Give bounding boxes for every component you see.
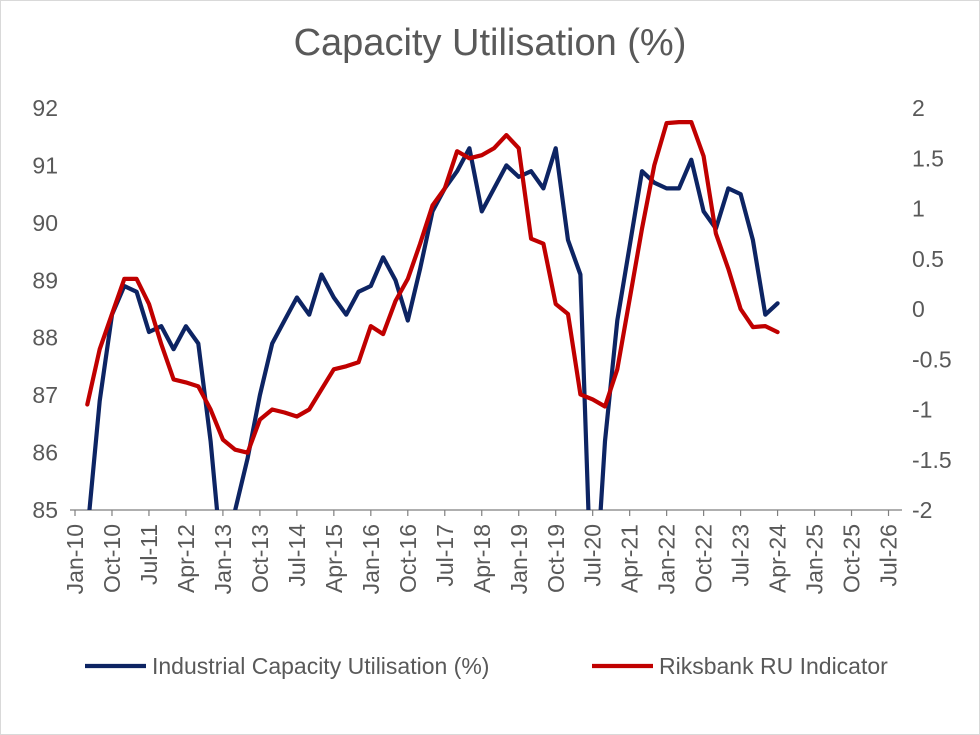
x-axis-tick-label: Jan-25: [802, 524, 828, 594]
right-axis-ticks: 2 1.5 1 0.5 0 -0.5 -1 -1.5 -2: [912, 95, 952, 523]
x-axis-tick-label: Jan-13: [210, 524, 236, 594]
left-axis-tick-label: 91: [32, 152, 58, 178]
x-axis-tick-label: Oct-19: [543, 524, 569, 593]
right-axis-tick-label: 2: [912, 95, 925, 121]
x-axis-tick-label: Apr-12: [173, 524, 199, 593]
right-axis-tick-label: -1.5: [912, 447, 952, 473]
left-axis-tick-label: 85: [32, 497, 58, 523]
legend: Industrial Capacity Utilisation (%) Riksb…: [85, 653, 888, 679]
x-axis-tick-label: Apr-21: [617, 524, 643, 593]
right-axis-tick-label: 1: [912, 196, 925, 222]
x-axis-tick-label: Apr-18: [469, 524, 495, 593]
x-axis-tick-label: Jan-19: [506, 524, 532, 594]
x-axis-tick-label: Jul-17: [432, 524, 458, 587]
left-axis-tick-label: 88: [32, 325, 58, 351]
right-axis-tick-label: 0.5: [912, 246, 944, 272]
x-axis-tick-label: Apr-24: [765, 524, 791, 593]
x-axis-ticks: Jan-10 Oct-10 Jul-11 Apr-12 Jan-13 Oct-13 Jul-…: [62, 510, 902, 594]
left-axis-tick-label: 89: [32, 267, 58, 293]
x-axis-tick-label: Oct-16: [395, 524, 421, 593]
x-axis-tick-label: Oct-22: [691, 524, 717, 593]
x-axis-tick-label: Jan-16: [358, 524, 384, 594]
legend-label-2: Riksbank RU Indicator: [659, 653, 888, 679]
x-axis-tick-label: Jul-23: [728, 524, 754, 587]
chart-title: Capacity Utilisation (%): [293, 22, 687, 64]
x-axis-tick-label: Jul-20: [580, 524, 606, 587]
x-axis-tick-label: Jul-14: [284, 524, 310, 587]
x-axis-tick-label: Apr-15: [321, 524, 347, 593]
right-axis-tick-label: 1.5: [912, 145, 944, 171]
left-axis-tick-label: 92: [32, 95, 58, 121]
x-axis-tick-label: Jul-11: [136, 524, 162, 585]
x-axis-tick-label: Oct-13: [247, 524, 273, 593]
left-axis-tick-label: 90: [32, 210, 58, 236]
legend-label-1: Industrial Capacity Utilisation (%): [152, 653, 489, 679]
right-axis-tick-label: -2: [912, 497, 932, 523]
left-axis-tick-label: 86: [32, 440, 58, 466]
right-axis-tick-label: 0: [912, 296, 925, 322]
left-axis-tick-label: 87: [32, 382, 58, 408]
x-axis-tick-label: Oct-25: [839, 524, 865, 593]
riksbank-ru-series-line: [85, 120, 780, 455]
x-axis-tick-label: Oct-10: [99, 524, 125, 593]
x-axis-tick-label: Jan-10: [62, 524, 88, 594]
left-axis-ticks: 92 91 90 89 88 87 86 85: [32, 95, 58, 523]
right-axis-tick-label: -1: [912, 397, 932, 423]
x-axis-tick-label: Jul-26: [876, 524, 902, 587]
series-layer: [85, 120, 780, 510]
right-axis-tick-label: -0.5: [912, 346, 952, 372]
x-axis-tick-label: Jan-22: [654, 524, 680, 594]
